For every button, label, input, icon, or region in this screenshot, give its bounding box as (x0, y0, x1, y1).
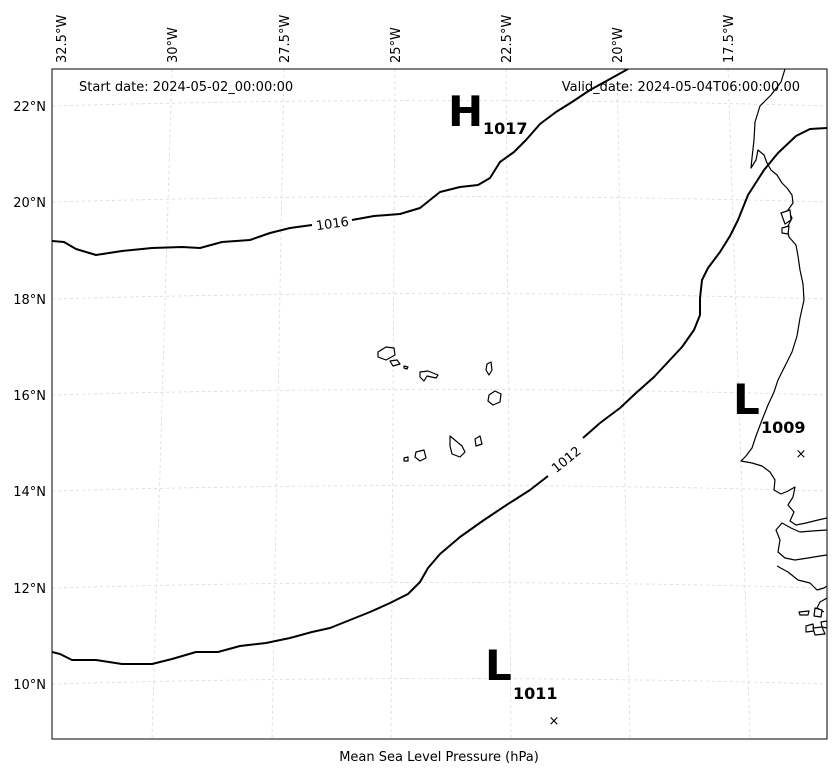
bijagos-islands (798, 607, 823, 618)
sao-vicente-island (389, 359, 401, 367)
parallel-10n (52, 678, 827, 685)
pressure-centers: H (448, 87, 483, 136)
longitude-tick-20w: 20°W (611, 27, 626, 63)
west-africa-coastline (740, 69, 827, 526)
santa-luzia-island (403, 365, 409, 370)
longitude-tick-17-5w: 17.5°W (722, 15, 737, 63)
parallel-14n (52, 485, 827, 492)
coastlines (377, 69, 827, 636)
pressure-center-marker-east: × (796, 447, 807, 462)
map-frame (51, 68, 828, 740)
low-pressure-value-east: 1009 (761, 418, 806, 437)
boa-vista-island (487, 390, 502, 406)
high-pressure-value: 1017 (483, 119, 528, 138)
low-pressure-letter-south: L (485, 641, 512, 690)
latitude-tick-labels: 22°N 20°N 18°N 16°N 14°N 12°N 10°N (13, 100, 46, 693)
latitude-tick-16n: 16°N (13, 389, 46, 404)
brava-island (403, 456, 409, 462)
guinea-island-b (812, 626, 826, 636)
sao-nicolau-island (419, 370, 439, 382)
isobar-1016-west (52, 224, 313, 256)
longitude-tick-27-5w: 27.5°W (278, 15, 293, 63)
meridian-25w (390, 69, 396, 739)
maio-island (474, 435, 483, 447)
longitude-tick-labels: 32.5°W 30°W 27.5°W 25°W 22.5°W 20°W 17.5… (55, 15, 737, 63)
start-date-label: Start date: 2024-05-02_00:00:00 (79, 80, 293, 95)
longitude-tick-30w: 30°W (166, 27, 181, 63)
pressure-center-marker-south: × (549, 714, 560, 729)
parallel-12n (52, 582, 827, 589)
isobar-1012-southwest (52, 475, 549, 665)
parallel-18n (52, 293, 827, 300)
guinea-island-c (820, 620, 827, 629)
isobar-1012-northeast (582, 127, 827, 439)
parallel-20n (52, 196, 827, 203)
isobar-1012-label: 1012 (549, 444, 584, 476)
dakhla-lagoon (780, 209, 792, 235)
latitude-tick-18n: 18°N (13, 293, 46, 308)
sal-island (485, 361, 493, 376)
latitude-tick-22n: 22°N (13, 100, 46, 115)
longitude-tick-22-5w: 22.5°W (500, 15, 515, 63)
santiago-island (449, 435, 466, 458)
meridian-22-5w (505, 69, 512, 739)
latitude-tick-20n: 20°N (13, 196, 46, 211)
santo-antao-island (377, 346, 396, 361)
guinea-coastline (775, 522, 827, 613)
meridian-30w (151, 69, 173, 739)
longitude-tick-25w: 25°W (389, 27, 404, 63)
low-pressure-value-south: 1011 (513, 684, 558, 703)
fogo-island (414, 449, 427, 462)
isobar-1016-east (351, 69, 629, 221)
isobars (52, 69, 827, 665)
meridian-27-5w (271, 69, 285, 739)
latitude-tick-14n: 14°N (13, 485, 46, 500)
meridian-20w (616, 69, 631, 739)
map-caption: Mean Sea Level Pressure (hPa) (339, 750, 539, 765)
high-pressure-letter: H (448, 87, 483, 136)
latitude-tick-12n: 12°N (13, 582, 46, 597)
low-pressure-letter-east: L (733, 375, 760, 424)
isobar-1016-label: 1016 (315, 215, 350, 234)
valid-date-label: Valid_date: 2024-05-04T06:00:00.00 (562, 80, 800, 95)
graticule (52, 69, 827, 739)
meridian-17-5w (727, 69, 751, 739)
parallel-22n (52, 100, 827, 107)
latitude-tick-10n: 10°N (13, 678, 46, 693)
parallel-16n (52, 389, 827, 396)
longitude-tick-32-5w: 32.5°W (55, 15, 70, 63)
